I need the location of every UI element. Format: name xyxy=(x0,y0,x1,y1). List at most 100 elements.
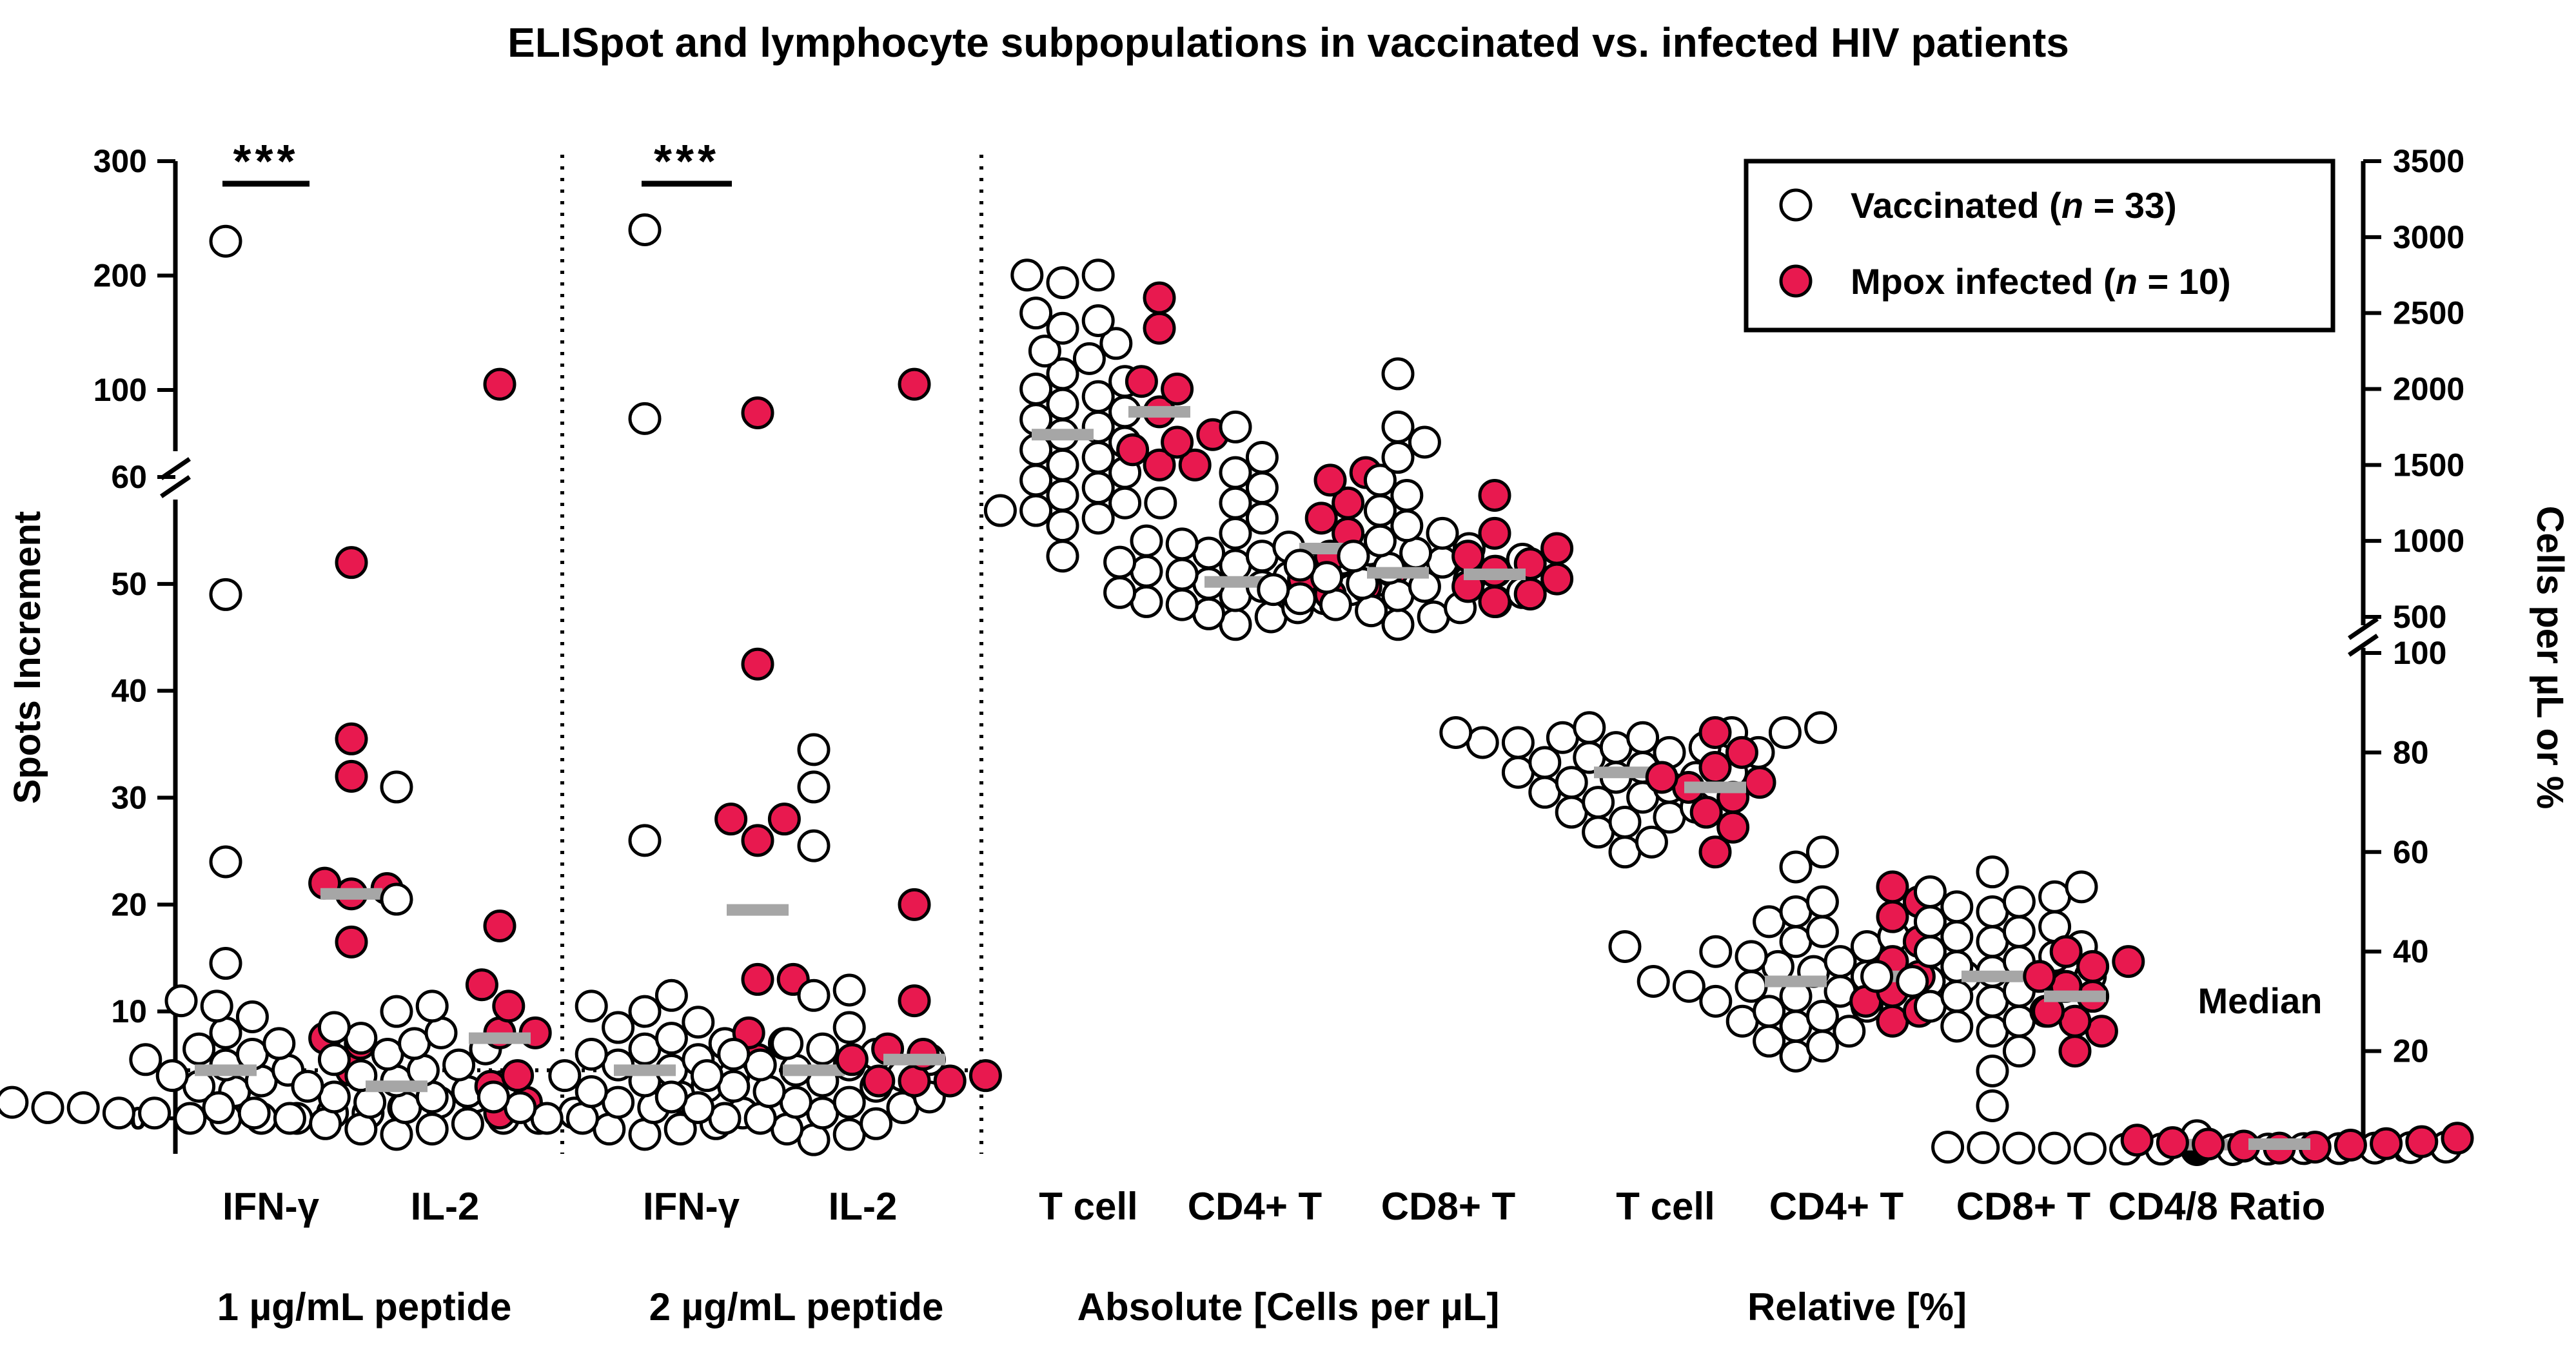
vaccinated-point xyxy=(1735,969,1768,1003)
vaccinated-point xyxy=(797,978,831,1012)
vaccinated-point xyxy=(797,733,831,766)
infected-point xyxy=(1743,766,1776,799)
infected-point xyxy=(767,803,801,836)
legend-label-text: Mpox infected ( xyxy=(1851,261,2116,302)
right-axis-tick-label: 3500 xyxy=(2393,143,2464,179)
vaccinated-point xyxy=(1608,805,1642,839)
vaccinated-point xyxy=(797,829,831,862)
vaccinated-point xyxy=(1046,387,1079,421)
vaccinated-point xyxy=(1779,850,1813,884)
vaccinated-point xyxy=(1805,835,1839,869)
category-label: CD4+ T xyxy=(1188,1185,1322,1228)
vaccinated-point xyxy=(1245,441,1279,474)
vaccinated-point xyxy=(1940,920,1974,953)
vaccinated-point xyxy=(1913,905,1947,939)
infected-point xyxy=(2334,1129,2367,1162)
vaccinated-point xyxy=(1363,524,1397,558)
vaccinated-point xyxy=(1805,1000,1839,1033)
vaccinated-point xyxy=(182,1032,216,1066)
infected-point xyxy=(2370,1127,2403,1160)
vaccinated-point xyxy=(1103,576,1137,609)
vaccinated-point xyxy=(1408,425,1441,459)
infected-point xyxy=(492,989,526,1023)
infected-point xyxy=(714,803,748,836)
left-axis-label: Spots Increment xyxy=(6,511,48,804)
infected-point xyxy=(1478,516,1511,550)
category-label: T cell xyxy=(1616,1185,1715,1228)
vaccinated-point xyxy=(860,1107,893,1140)
vaccinated-point xyxy=(628,402,662,435)
vaccinated-point xyxy=(415,1113,449,1146)
infected-point xyxy=(2058,1035,2092,1068)
vaccinated-point xyxy=(1699,935,1733,968)
left-axis-tick-label: 10 xyxy=(111,993,147,1029)
infected-point xyxy=(898,888,931,921)
right-axis-tick-label: 500 xyxy=(2393,599,2446,635)
panel-label: 2 µg/mL peptide xyxy=(649,1285,944,1329)
infected-point xyxy=(335,722,368,755)
vaccinated-point xyxy=(31,1091,64,1124)
vaccinated-point xyxy=(1010,258,1044,292)
vaccinated-point xyxy=(575,989,608,1023)
infected-point xyxy=(1451,540,1485,573)
vaccinated-point xyxy=(1046,509,1079,543)
legend-count: = 10) xyxy=(2138,261,2231,302)
left-axis-tick-label: 60 xyxy=(111,459,147,495)
vaccinated-point xyxy=(1805,1029,1839,1063)
left-axis-break-mark xyxy=(160,475,191,498)
infected-point xyxy=(465,968,498,1002)
vaccinated-point xyxy=(1219,456,1252,489)
infected-point xyxy=(483,367,516,401)
vaccinated-point xyxy=(1582,786,1615,819)
infected-point xyxy=(1313,463,1347,497)
vaccinated-point xyxy=(1805,915,1839,948)
vaccinated-point xyxy=(1165,588,1199,621)
vaccinated-point xyxy=(1081,258,1115,292)
infected-point xyxy=(2076,949,2110,983)
right-axis-tick-label: 100 xyxy=(2393,635,2446,671)
infected-point xyxy=(2405,1125,2439,1158)
infected-point xyxy=(968,1059,1002,1093)
vaccinated-point xyxy=(380,995,413,1028)
infected-point xyxy=(1161,373,1194,405)
vaccinated-point xyxy=(1219,516,1252,550)
infected-point xyxy=(898,984,931,1018)
infected-point xyxy=(741,396,774,429)
vaccinated-point xyxy=(138,1096,172,1130)
right-axis-tick-label: 2000 xyxy=(2393,371,2464,407)
left-axis-tick-label: 50 xyxy=(111,566,147,602)
vaccinated-point xyxy=(797,770,831,804)
legend-label-text: Vaccinated ( xyxy=(1851,185,2061,226)
vaccinated-point xyxy=(1976,1089,2009,1123)
vaccinated-point xyxy=(654,1022,688,1055)
infected-point xyxy=(1725,735,1758,769)
vaccinated-point xyxy=(1637,965,1670,998)
infected-point xyxy=(2023,960,2056,993)
vaccinated-point xyxy=(0,1085,29,1119)
vaccinated-point xyxy=(1337,540,1370,573)
vaccinated-point xyxy=(209,947,242,980)
vaccinated-point xyxy=(1257,573,1290,607)
vaccinated-point xyxy=(1626,721,1660,754)
infected-point xyxy=(2441,1122,2474,1155)
category-label: IFN-γ xyxy=(222,1185,320,1228)
category-label: CD4+ T xyxy=(1769,1185,1903,1228)
vaccinated-point xyxy=(1046,540,1079,573)
vaccinated-point xyxy=(575,1075,608,1109)
vaccinated-point xyxy=(1165,558,1199,591)
vaccinated-point xyxy=(200,989,233,1023)
vaccinated-point xyxy=(1913,875,1947,909)
vaccinated-point xyxy=(1310,561,1344,594)
vaccinated-point xyxy=(1804,711,1838,745)
vaccinated-point xyxy=(1381,357,1415,391)
vaccinated-point xyxy=(1072,342,1106,375)
vaccinated-point xyxy=(1081,380,1115,413)
vaccinated-point xyxy=(262,1027,296,1060)
vaccinated-point xyxy=(2002,885,2036,919)
vaccinated-point xyxy=(415,989,449,1023)
vaccinated-point xyxy=(1019,297,1053,330)
vaccinated-point xyxy=(1573,711,1606,745)
vaccinated-point xyxy=(1805,885,1839,919)
legend-count: = 33) xyxy=(2083,185,2177,226)
vaccinated-point xyxy=(1555,766,1588,799)
